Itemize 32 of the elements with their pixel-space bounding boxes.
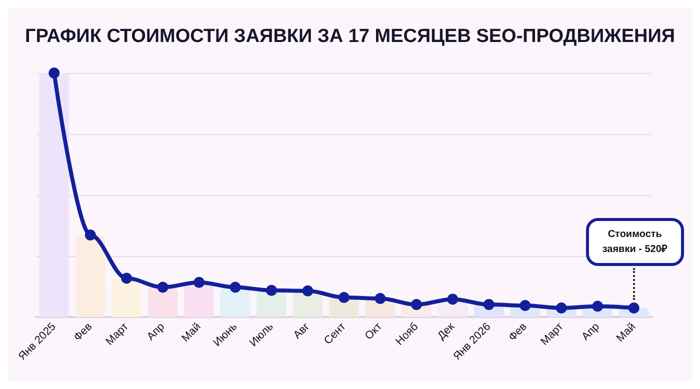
bar bbox=[220, 287, 250, 317]
bar bbox=[112, 278, 142, 317]
point bbox=[447, 294, 458, 305]
x-tick-label: Авг bbox=[291, 320, 312, 342]
point bbox=[374, 292, 386, 304]
point bbox=[556, 302, 567, 314]
point bbox=[410, 299, 422, 310]
point bbox=[121, 272, 132, 284]
bar bbox=[75, 235, 106, 317]
bar bbox=[148, 287, 178, 317]
x-tick-label: Апр bbox=[580, 320, 602, 343]
point bbox=[194, 276, 205, 288]
bar bbox=[39, 73, 69, 317]
point bbox=[84, 230, 96, 241]
x-tick-label: Фев bbox=[506, 320, 530, 344]
x-tick-label: Фев bbox=[72, 320, 95, 344]
point bbox=[266, 284, 278, 296]
point bbox=[48, 68, 60, 78]
point bbox=[230, 282, 241, 293]
point bbox=[592, 300, 604, 312]
point bbox=[628, 302, 640, 314]
point bbox=[520, 300, 531, 312]
x-tick-label: Дек bbox=[435, 320, 458, 342]
point bbox=[302, 285, 314, 296]
bar bbox=[256, 290, 286, 317]
point bbox=[157, 282, 168, 293]
callout-box: Стоимость заявки - 520₽ bbox=[586, 218, 684, 266]
chart-title: ГРАФИК СТОИМОСТИ ЗАЯВКИ ЗА 17 МЕСЯЦЕВ SEO-ПРОДВИЖЕНИЯ bbox=[24, 26, 676, 47]
x-tick-label: Апр bbox=[144, 320, 168, 343]
x-tick-label: Окт bbox=[362, 320, 384, 342]
point bbox=[483, 299, 494, 310]
point bbox=[338, 292, 350, 303]
